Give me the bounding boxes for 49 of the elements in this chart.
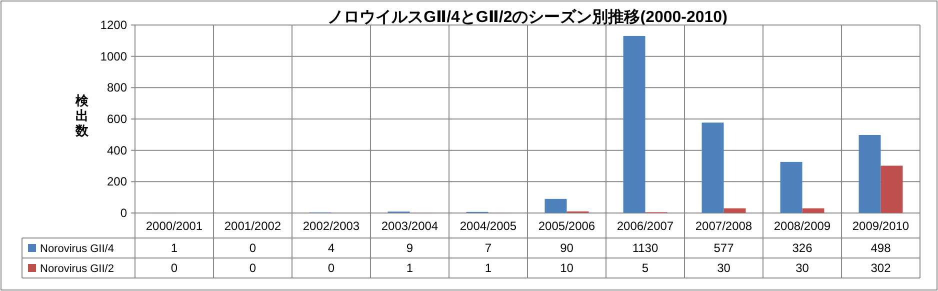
y-tick-label: 200: [106, 174, 128, 189]
y-axis-title: 検出数: [74, 93, 90, 138]
legend-label: Norovirus GII/2: [40, 263, 114, 275]
data-label: 90: [560, 241, 574, 255]
data-label: 302: [870, 261, 892, 275]
data-label: 30: [717, 261, 731, 275]
bar: [724, 208, 746, 213]
data-label: 1: [170, 241, 178, 255]
x-tick-label: 2001/2002: [224, 219, 282, 233]
data-label: 1: [484, 261, 492, 275]
x-tick-label: 2005/2006: [538, 219, 596, 233]
data-label: 5: [642, 261, 649, 275]
chart-title: ノロウイルスGⅡ/4とGⅡ/2のシーズン別推移(2000-2010): [328, 8, 728, 26]
x-tick-label: 2004/2005: [460, 219, 517, 233]
data-label: 1130: [632, 241, 658, 255]
legend-label: Norovirus GII/4: [40, 243, 114, 255]
bar: [780, 162, 802, 213]
bar: [880, 166, 903, 213]
x-tick-label: 2007/2008: [695, 219, 752, 233]
data-label: 1: [406, 261, 414, 275]
data-label: 0: [249, 261, 256, 275]
x-tick-label: 2006/2007: [616, 219, 674, 233]
bar: [802, 208, 824, 213]
bar: [702, 122, 724, 213]
y-tick-label: 800: [106, 80, 128, 95]
data-label: 498: [870, 241, 892, 255]
y-tick-label: 600: [106, 112, 128, 126]
data-label: 0: [170, 261, 178, 275]
x-tick-label: 2008/2009: [774, 219, 831, 233]
bar: [544, 198, 567, 213]
data-label: 10: [560, 261, 574, 275]
y-tick-label: 400: [106, 143, 128, 158]
x-tick-label: 2003/2004: [381, 219, 438, 233]
data-label: 4: [328, 241, 335, 255]
data-label: 0: [249, 241, 256, 255]
x-tick-label: 2000/2001: [146, 219, 203, 233]
y-tick-label: 1200: [100, 18, 128, 32]
data-label: 326: [792, 241, 813, 255]
data-label: 30: [796, 261, 810, 275]
y-tick-label: 1000: [100, 49, 128, 64]
y-tick-label: 0: [120, 206, 128, 220]
bar: [623, 36, 646, 213]
data-label: 7: [484, 241, 492, 255]
x-tick-label: 2009/2010: [852, 219, 910, 233]
data-label: 0: [328, 261, 335, 275]
data-label: 577: [714, 241, 734, 255]
bar: [858, 134, 881, 213]
x-tick-label: 2002/2003: [302, 219, 360, 233]
data-label: 9: [406, 241, 414, 255]
